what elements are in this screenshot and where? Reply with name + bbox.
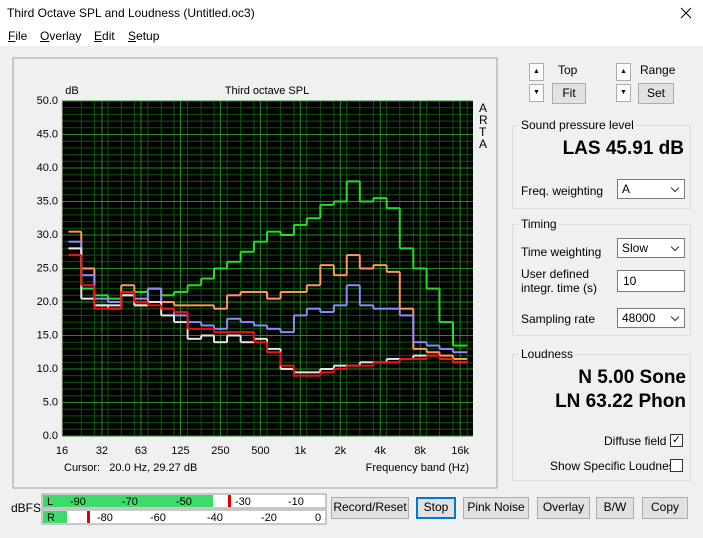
x-tick-label: 32 (96, 445, 108, 457)
x-axis-label: Frequency band (Hz) (366, 462, 469, 474)
loudness-ln: LN 63.22 Phon (555, 391, 686, 412)
spl-group: Sound pressure level LAS 45.91 dB Freq. … (512, 118, 691, 209)
label: Diffuse field (604, 434, 667, 448)
menu-item[interactable]: File (8, 29, 28, 43)
diffuse-checkbox[interactable]: ✓ (670, 434, 683, 447)
meter-unit: dBFS (11, 501, 41, 515)
meter-right-level (43, 511, 67, 523)
menu-item[interactable]: Setup (128, 29, 160, 43)
x-tick-label: 1k (295, 445, 307, 457)
window-title: Third Octave SPL and Loudness (Untitled.… (7, 6, 255, 20)
x-tick-label: 250 (211, 445, 229, 457)
close-icon[interactable] (680, 7, 692, 19)
y-tick-label: 50.0 (37, 95, 58, 107)
title-bar (0, 0, 703, 26)
stop-button[interactable]: Stop (416, 497, 456, 519)
freq-weighting-select[interactable]: A (617, 179, 685, 199)
spl-reading: LAS 45.91 dB (562, 138, 684, 159)
meter-scale: -70 (122, 496, 138, 508)
y-tick-label: 20.0 (37, 296, 58, 308)
x-tick-label: 16k (451, 445, 469, 457)
meter-right-peak (87, 511, 90, 523)
x-tick-label: 16 (56, 445, 68, 457)
bw-button[interactable]: B/W (596, 497, 634, 519)
meter-scale: -30 (235, 496, 251, 508)
meter-right (41, 509, 327, 525)
label: Time weighting (521, 245, 602, 259)
meter-scale: -20 (261, 512, 277, 524)
meter-scale: -10 (288, 496, 304, 508)
x-tick-label: 2k (334, 445, 346, 457)
label: Show Specific Loudness (550, 459, 681, 473)
x-tick-label: 500 (251, 445, 269, 457)
x-tick-label: 8k (414, 445, 426, 457)
side-label: ARTA (479, 101, 488, 151)
meter-scale: -80 (97, 512, 113, 524)
y-tick-label: 45.0 (37, 128, 58, 140)
overlay-button[interactable]: Overlay (537, 497, 590, 519)
timing-group: Timing Time weighting Slow User defined … (512, 217, 691, 336)
chart-title: Third octave SPL (225, 85, 309, 97)
y-tick-label: 5.0 (43, 396, 58, 408)
y-tick-label: 0.0 (43, 430, 58, 442)
group-title: Sound pressure level (519, 118, 636, 132)
integr-time-input[interactable]: 10 (617, 270, 685, 292)
menu-item[interactable]: Overlay (40, 29, 82, 43)
meter-left-level (43, 495, 213, 507)
copy-button[interactable]: Copy (642, 497, 688, 519)
y-tick-label: 25.0 (37, 262, 58, 274)
y-unit: dB (65, 85, 78, 97)
menu-bar: File Overlay Edit Setup (0, 26, 703, 46)
meter-scale: -50 (176, 496, 192, 508)
level-meters: L R -90 -70 -50 -30 -10 -80 -60 -40 -20 … (41, 493, 327, 525)
group-title: Timing (519, 217, 559, 231)
label: Sampling rate (521, 312, 596, 326)
loudness-group: Loudness N 5.00 Sone LN 63.22 Phon Diffu… (512, 347, 691, 481)
set-button[interactable]: Set (638, 83, 674, 104)
meter-scale: -90 (70, 496, 86, 508)
pink-noise-button[interactable]: Pink Noise (463, 497, 529, 519)
meter-scale: -40 (207, 512, 223, 524)
loudness-n: N 5.00 Sone (578, 367, 686, 388)
spin-up[interactable]: ▲ (529, 63, 544, 81)
y-tick-label: 35.0 (37, 195, 58, 207)
group-title: Loudness (519, 347, 576, 361)
meter-scale: 0 (315, 512, 321, 524)
y-tick-label: 10.0 (37, 363, 58, 375)
x-tick-label: 125 (171, 445, 189, 457)
meter-left-peak (228, 495, 231, 507)
plot-layer (61, 100, 473, 437)
y-tick-label: 40.0 (37, 162, 58, 174)
spin-up[interactable]: ▲ (616, 63, 631, 81)
spin-down[interactable]: ▼ (616, 84, 631, 102)
label: Top (558, 63, 578, 77)
y-tick-label: 15.0 (37, 329, 58, 341)
spin-down[interactable]: ▼ (529, 84, 544, 102)
y-tick-label: 30.0 (37, 229, 58, 241)
menu-item[interactable]: Edit (94, 29, 115, 43)
record-button[interactable]: Record/Reset (331, 497, 409, 519)
meter-scale: -60 (150, 512, 166, 524)
cursor-readout: Cursor: 20.0 Hz, 29.27 dB (64, 462, 197, 474)
label: User defined integr. time (s) (521, 267, 598, 295)
meter-right-label: R (47, 512, 55, 524)
x-tick-label: 4k (374, 445, 386, 457)
fit-button[interactable]: Fit (552, 83, 586, 104)
label: Freq. weighting (521, 184, 604, 198)
time-weighting-select[interactable]: Slow (617, 238, 685, 258)
meter-left-label: L (47, 496, 53, 508)
label: Range (640, 63, 676, 77)
specific-checkbox[interactable] (670, 459, 683, 472)
x-tick-label: 63 (135, 445, 147, 457)
sampling-rate-select[interactable]: 48000 (617, 308, 685, 328)
